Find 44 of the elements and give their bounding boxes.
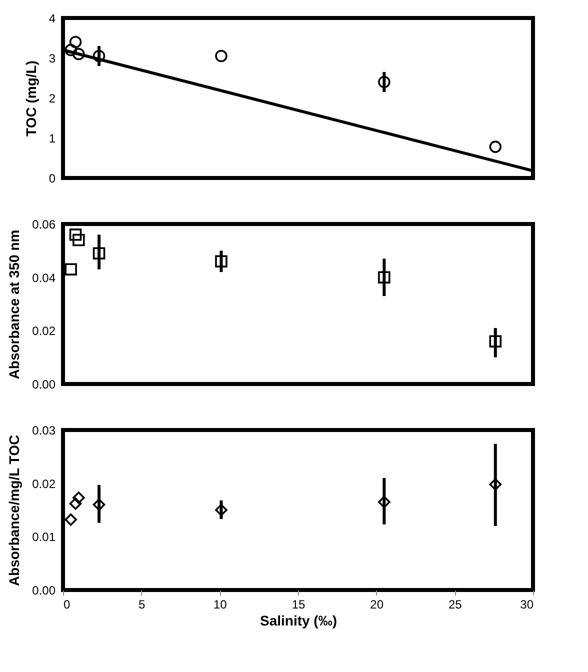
point — [69, 36, 82, 48]
x-tick-label: 10 — [213, 598, 228, 612]
y-tick-label: 0.00 — [32, 584, 56, 598]
x-tick-label: 25 — [448, 598, 462, 612]
point — [215, 504, 228, 516]
y-axis-title: TOC (mg/L) — [22, 60, 39, 136]
y-tick-label: 3 — [48, 52, 56, 66]
point — [215, 255, 228, 268]
y-tick-label: 4 — [48, 12, 56, 26]
point — [92, 247, 106, 260]
y-tick-label: 0.01 — [32, 530, 56, 544]
x-tick-label: 0 — [64, 598, 70, 612]
y-tick-label: 1 — [48, 132, 56, 146]
point — [92, 498, 106, 511]
point — [215, 50, 228, 62]
point — [72, 234, 85, 246]
point — [489, 335, 502, 348]
point — [69, 228, 82, 241]
y-axis-title: Absorbance at 350 nm — [6, 230, 22, 380]
y-tick-label: 0 — [48, 172, 56, 186]
y-tick-label: 0.02 — [32, 476, 56, 491]
x-axis-title: Salinity (‰) — [260, 612, 338, 628]
point — [378, 271, 390, 284]
point — [69, 497, 82, 510]
point — [378, 76, 390, 88]
y-tick-label: 0.00 — [32, 378, 56, 392]
x-tick-label: 15 — [292, 598, 306, 612]
x-tick-label: 5 — [138, 598, 146, 612]
y-tick-label: 0.02 — [32, 324, 56, 338]
y-tick-label: 2 — [48, 92, 56, 106]
x-tick-label: 20 — [370, 598, 384, 612]
point — [72, 48, 85, 60]
point — [92, 50, 106, 62]
y-tick-label: 0.06 — [32, 218, 56, 232]
point — [64, 263, 77, 276]
point — [72, 492, 85, 504]
y-tick-label: 0.04 — [32, 270, 56, 285]
point — [489, 478, 502, 491]
point — [378, 496, 390, 508]
x-tick-label: 30 — [520, 598, 534, 612]
point — [489, 140, 502, 153]
point — [64, 513, 77, 526]
y-tick-label: 0.03 — [32, 424, 56, 438]
y-axis-title: Absorbance/mg/L TOC — [6, 434, 22, 586]
